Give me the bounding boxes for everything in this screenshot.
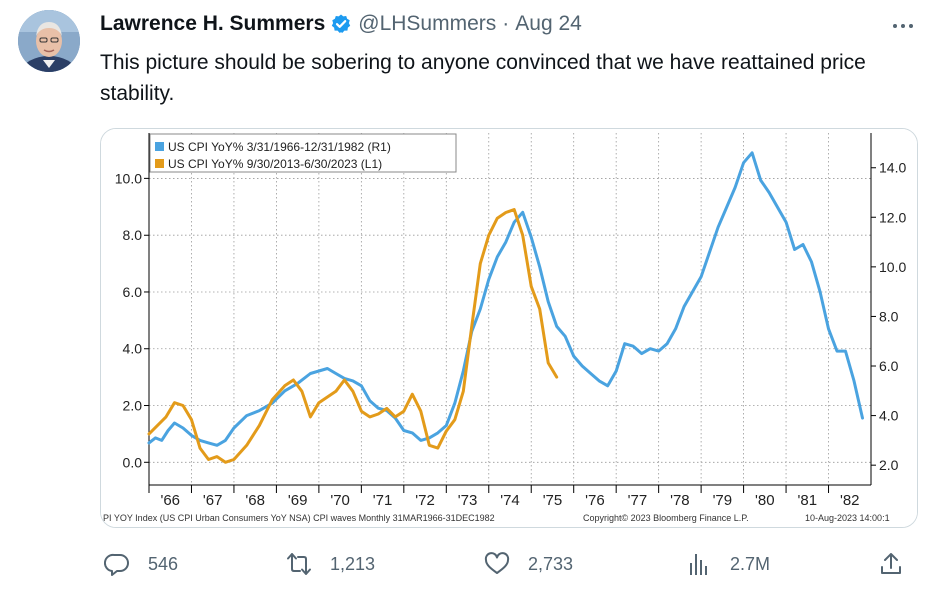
right-tick-label: 10.0 — [879, 259, 906, 275]
reply-count: 546 — [148, 553, 179, 574]
legend-label: US CPI YoY% 9/30/2013-6/30/2023 (L1) — [168, 157, 382, 171]
retweet-button[interactable]: 1,213 — [286, 544, 375, 584]
share-icon — [881, 553, 901, 574]
chart-footer: PI YOY Index (US CPI Urban Consumers YoY… — [103, 513, 890, 523]
x-tick-label: '76 — [585, 492, 605, 509]
verified-badge-icon[interactable] — [330, 13, 352, 35]
x-tick-label: '77 — [628, 492, 648, 509]
legend-swatch — [155, 159, 164, 168]
right-tick-label: 12.0 — [879, 209, 906, 225]
x-tick-label: '67 — [203, 492, 223, 509]
tweet-date[interactable]: Aug 24 — [515, 12, 582, 35]
x-tick-label: '72 — [415, 492, 435, 509]
like-count: 2,733 — [528, 553, 574, 574]
footer-copyright: Copyright© 2023 Bloomberg Finance L.P. — [583, 513, 749, 523]
legend-swatch — [155, 142, 164, 151]
avatar-portrait — [18, 10, 80, 72]
right-tick-label: 8.0 — [879, 308, 899, 324]
left-tick-label: 6.0 — [123, 284, 143, 300]
like-button[interactable]: 2,733 — [484, 544, 573, 584]
x-tick-label: '66 — [160, 492, 180, 509]
tweet-actions: 546 1,213 2,733 2.7M — [100, 544, 916, 584]
author-avatar[interactable] — [18, 10, 80, 72]
x-tick-label: '74 — [500, 492, 520, 509]
chart-legend: US CPI YoY% 3/31/1966-12/31/1982 (R1) US … — [149, 133, 457, 173]
reply-button[interactable]: 546 — [104, 544, 178, 584]
x-tick-label: '81 — [798, 492, 818, 509]
reply-icon — [104, 553, 129, 576]
author-handle[interactable]: @LHSummers — [358, 12, 497, 35]
author-name[interactable]: Lawrence H. Summers — [100, 12, 326, 35]
left-tick-label: 4.0 — [123, 341, 143, 357]
tweet-text: This picture should be sobering to anyon… — [100, 51, 866, 105]
footer-source: PI YOY Index (US CPI Urban Consumers YoY… — [103, 513, 495, 523]
series-layer — [147, 151, 864, 464]
tweet-media-chart[interactable]: 0.0 2.0 4.0 6.0 8.0 10.0 2.0 4.0 6.0 8.0 10.0 12.0… — [100, 128, 918, 528]
like-icon — [484, 552, 510, 574]
retweet-count: 1,213 — [330, 553, 376, 574]
right-tick-label: 2.0 — [879, 457, 899, 473]
cpi-chart: 0.0 2.0 4.0 6.0 8.0 10.0 2.0 4.0 6.0 8.0 10.0 12.0… — [101, 129, 917, 527]
x-tick-label: '71 — [373, 492, 393, 509]
share-button[interactable] — [878, 544, 922, 584]
retweet-icon — [287, 553, 311, 575]
header-separator: · — [502, 12, 510, 35]
x-tick-label: '70 — [330, 492, 350, 509]
x-tick-label: '79 — [713, 492, 733, 509]
right-axis-ticks: 2.0 4.0 6.0 8.0 10.0 12.0 14.0 — [871, 160, 906, 473]
left-tick-label: 8.0 — [123, 227, 143, 243]
x-tick-label: '80 — [755, 492, 775, 509]
left-axis-ticks: 0.0 2.0 4.0 6.0 8.0 10.0 — [115, 170, 149, 470]
footer-timestamp: 10-Aug-2023 14:00:1 — [805, 513, 890, 523]
right-tick-label: 4.0 — [879, 408, 899, 424]
views-count: 2.7M — [730, 553, 771, 574]
more-options-icon[interactable] — [888, 14, 918, 38]
left-tick-label: 2.0 — [123, 398, 143, 414]
x-axis-ticks: '66 '67 '68 '69 '70 '71 '72 '73 '74 '75 '76 '77 '78 '… — [148, 485, 860, 509]
legend-box — [149, 133, 457, 173]
x-tick-label: '78 — [670, 492, 690, 509]
x-tick-label: '75 — [543, 492, 563, 509]
series-line-l1 — [147, 208, 559, 464]
legend-label: US CPI YoY% 3/31/1966-12/31/1982 (R1) — [168, 140, 391, 154]
x-tick-label: '69 — [288, 492, 308, 509]
right-tick-label: 6.0 — [879, 358, 899, 374]
views-icon — [690, 554, 707, 575]
x-tick-label: '82 — [840, 492, 860, 509]
tweet-header: Lawrence H. Summers @LHSummers · Aug 24 — [100, 12, 582, 36]
x-tick-label: '68 — [245, 492, 265, 509]
x-tick-label: '73 — [458, 492, 478, 509]
right-tick-label: 14.0 — [879, 160, 906, 176]
views-button[interactable]: 2.7M — [686, 544, 770, 584]
left-tick-label: 0.0 — [123, 454, 143, 470]
left-tick-label: 10.0 — [115, 170, 142, 186]
